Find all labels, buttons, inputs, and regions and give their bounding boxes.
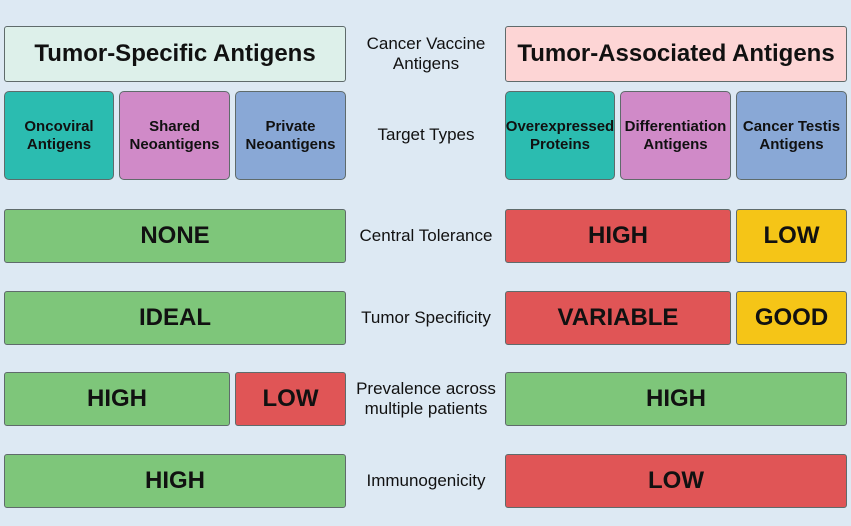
target-private-neoantigens: Private Neoantigens	[235, 91, 346, 180]
central-tolerance-label: Central Tolerance	[359, 225, 493, 245]
immunogenicity-tsa-value: HIGH	[4, 454, 346, 508]
tumor-specific-antigens-header: Tumor-Specific Antigens	[4, 26, 346, 82]
target-cancer-testis-antigens: Cancer Testis Antigens	[736, 91, 847, 180]
tumor-specificity-taa-value-1: VARIABLE	[505, 291, 731, 345]
tumor-specificity-label: Tumor Specificity	[361, 307, 491, 327]
target-oncoviral-antigens: Oncoviral Antigens	[4, 91, 114, 180]
tumor-specificity-tsa-value: IDEAL	[4, 291, 346, 345]
central-tolerance-tsa-value: NONE	[4, 209, 346, 263]
central-tolerance-taa-value-2: LOW	[736, 209, 847, 263]
immunogenicity-taa-value: LOW	[505, 454, 847, 508]
prevalence-label: Prevalence across multiple patients	[356, 378, 496, 418]
prevalence-tsa-value-2: LOW	[235, 372, 346, 426]
prevalence-taa-value: HIGH	[505, 372, 847, 426]
target-differentiation-antigens: Differentiation Antigens	[620, 91, 731, 180]
prevalence-tsa-value-1: HIGH	[4, 372, 230, 426]
target-shared-neoantigens: Shared Neoantigens	[119, 91, 230, 180]
cancer-vaccine-antigens-title: Cancer Vaccine Antigens	[366, 33, 486, 73]
tumor-associated-antigens-header: Tumor-Associated Antigens	[505, 26, 847, 82]
immunogenicity-label: Immunogenicity	[366, 470, 486, 490]
target-overexpressed-proteins: Overexpressed Proteins	[505, 91, 615, 180]
target-types-label: Target Types	[377, 125, 475, 145]
tumor-specificity-taa-value-2: GOOD	[736, 291, 847, 345]
central-tolerance-taa-value-1: HIGH	[505, 209, 731, 263]
